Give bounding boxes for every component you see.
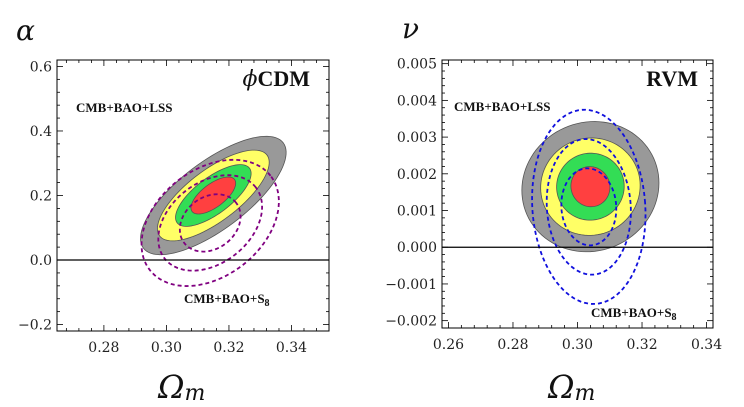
tick-marks <box>57 60 330 331</box>
dashed-contour-3sigma <box>531 108 647 305</box>
panel-rvm: 0.26 0.28 0.30 0.32 0.34 −0.002 −0.001 0.000 0.0… <box>385 12 722 406</box>
model-label: RVM <box>646 66 698 91</box>
x-tick-label: 0.34 <box>276 340 307 356</box>
label-cmb-bao-s8: CMB+BAO+S8 <box>184 291 270 309</box>
dashed-contour-3sigma <box>140 158 280 287</box>
y-tick-label: 0.000 <box>397 240 437 256</box>
y-tick-label: 0.002 <box>397 167 437 183</box>
x-tick-label: 0.28 <box>497 337 528 353</box>
x-tick-label: 0.32 <box>626 337 657 353</box>
dashed-contour-2sigma <box>157 174 263 272</box>
x-tick-label: 0.26 <box>433 337 464 353</box>
y-tick-label: −0.002 <box>385 314 437 330</box>
tick-labels: 0.28 0.30 0.32 0.34 −0.2 0.0 0.2 0.4 0.6 <box>18 59 307 356</box>
model-prefix: ϕ <box>242 67 257 92</box>
dashed-contour-1sigma <box>560 167 618 247</box>
y-tick-label: 0.001 <box>397 204 437 220</box>
x-tick-label: 0.30 <box>151 340 182 356</box>
y-tick-label: −0.001 <box>385 277 437 293</box>
x-axis-label-base: Ω <box>157 368 185 406</box>
x-axis-label-sub: m <box>185 381 206 406</box>
x-axis-label: Ωm <box>547 368 595 406</box>
y-axis-label: α <box>16 14 35 47</box>
x-tick-label: 0.30 <box>562 337 593 353</box>
label-cmb-bao-s8: CMB+BAO+S8 <box>591 305 677 323</box>
tick-labels: 0.26 0.28 0.30 0.32 0.34 −0.002 −0.001 0.000 0.0… <box>385 57 722 353</box>
panel-phicdm: 0.28 0.30 0.32 0.34−0.20.00.20.40.6 α Ωm ϕC… <box>16 14 330 406</box>
y-tick-label: −0.2 <box>18 318 52 334</box>
x-tick-label: 0.32 <box>213 340 244 356</box>
model-suffix: CDM <box>257 66 310 91</box>
y-tick-label: 0.6 <box>30 59 52 75</box>
x-axis-label: Ωm <box>157 368 205 406</box>
label-cmb-bao-lss: CMB+BAO+LSS <box>76 100 172 115</box>
label-cmb-bao-s8-main: CMB+BAO+S <box>184 291 265 306</box>
filled-contour-1sigma <box>190 176 237 215</box>
label-cmb-bao-s8-sub: 8 <box>265 298 270 309</box>
tick-marks <box>442 60 713 329</box>
x-axis-label-base: Ω <box>547 368 575 406</box>
dashed-contour-2sigma <box>545 138 632 276</box>
label-cmb-bao-s8-main: CMB+BAO+S <box>591 305 672 320</box>
dashed-contour-1sigma <box>178 193 242 253</box>
label-cmb-bao-lss: CMB+BAO+LSS <box>454 99 550 114</box>
x-tick-label: 0.34 <box>691 337 722 353</box>
contour-area <box>140 135 287 287</box>
label-cmb-bao-s8-sub: 8 <box>672 312 677 323</box>
y-tick-label: 0.0 <box>30 253 52 269</box>
x-tick-label: 0.28 <box>88 340 119 356</box>
contour-area <box>521 108 660 305</box>
y-tick-label: 0.4 <box>30 124 52 140</box>
y-tick-label: 0.003 <box>397 130 437 146</box>
y-tick-label: 0.2 <box>30 189 52 205</box>
model-label: ϕCDM <box>242 66 310 92</box>
y-tick-label: 0.005 <box>397 57 437 73</box>
filled-contour-1sigma <box>570 166 611 208</box>
model-suffix: RVM <box>646 66 698 91</box>
y-axis-label: ν <box>402 12 419 45</box>
x-axis-label-sub: m <box>575 381 596 406</box>
y-tick-label: 0.004 <box>397 93 437 109</box>
